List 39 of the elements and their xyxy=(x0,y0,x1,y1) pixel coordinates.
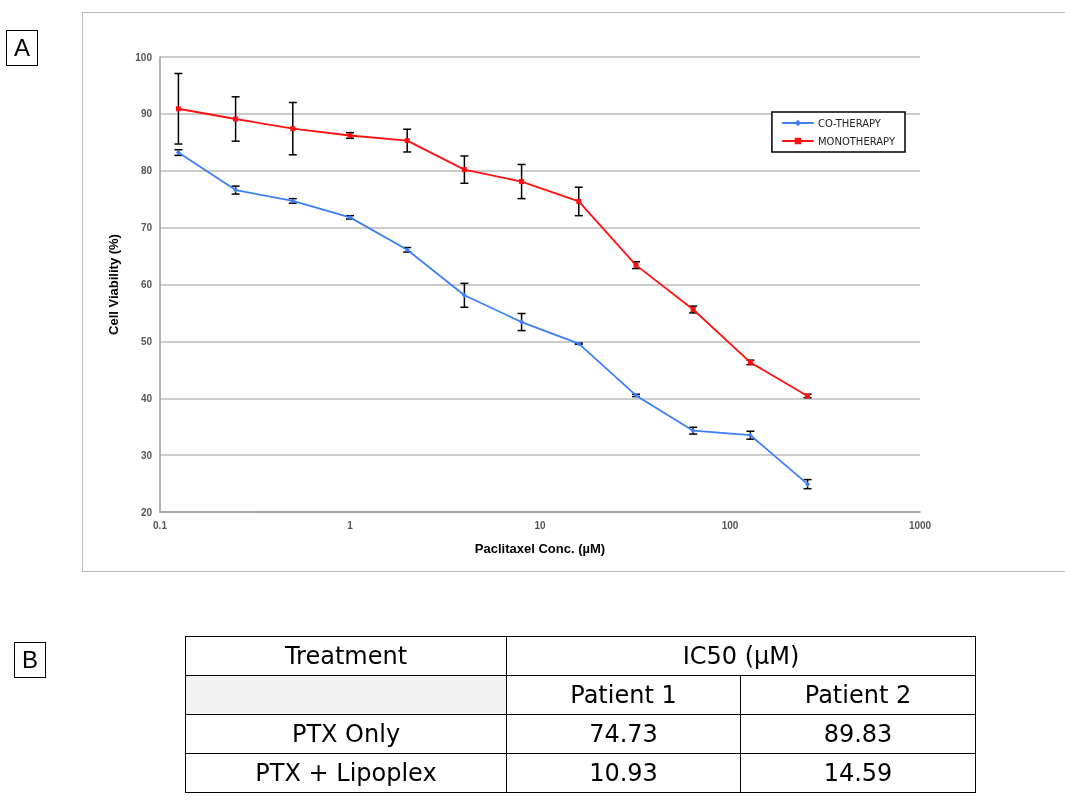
y-tick-label: 80 xyxy=(140,165,153,177)
data-label: 14.59 xyxy=(740,753,976,793)
text: IC50 (µM) xyxy=(506,636,976,676)
point xyxy=(175,106,181,112)
x-axis-title: Paclitaxel Conc. (µM) xyxy=(474,541,606,556)
legend-label: MONOTHERAPY xyxy=(817,135,896,147)
data-label: 89.83 xyxy=(740,714,976,754)
x-tick-label: 1 xyxy=(347,519,354,531)
point xyxy=(404,138,410,144)
point xyxy=(461,167,467,173)
text: Patient 2 xyxy=(740,675,976,715)
y-tick-label: 50 xyxy=(140,335,153,347)
point xyxy=(519,179,525,185)
y-axis-title: Cell Viability (%) xyxy=(106,234,121,335)
category-label: PTX + Lipoplex xyxy=(185,753,507,793)
x-tick-label: 1000 xyxy=(908,519,932,531)
y-tick-label: 100 xyxy=(135,51,153,63)
point xyxy=(290,126,296,132)
category-label: PTX Only xyxy=(185,714,507,754)
x-tick-label: 100 xyxy=(721,519,739,531)
x-tick-label: 10 xyxy=(534,519,546,531)
point xyxy=(233,116,239,122)
data-label: 74.73 xyxy=(506,714,741,754)
text: Patient 1 xyxy=(506,675,741,715)
legend-label: CO-THERAPY xyxy=(817,117,882,129)
point xyxy=(576,198,582,204)
point xyxy=(461,292,467,298)
point xyxy=(519,319,525,325)
y-tick-label: 20 xyxy=(140,506,153,518)
y-tick-label: 60 xyxy=(140,279,153,290)
y-tick-label: 40 xyxy=(140,392,153,404)
text: A xyxy=(6,30,38,66)
text: Treatment xyxy=(185,636,507,676)
y-tick-label: 90 xyxy=(140,108,153,120)
x-tick-label: 0.1 xyxy=(153,519,168,531)
y-tick-label: 30 xyxy=(140,449,153,461)
data-label: 10.93 xyxy=(506,753,741,793)
y-tick-label: 70 xyxy=(140,222,153,234)
text: B xyxy=(14,642,46,678)
